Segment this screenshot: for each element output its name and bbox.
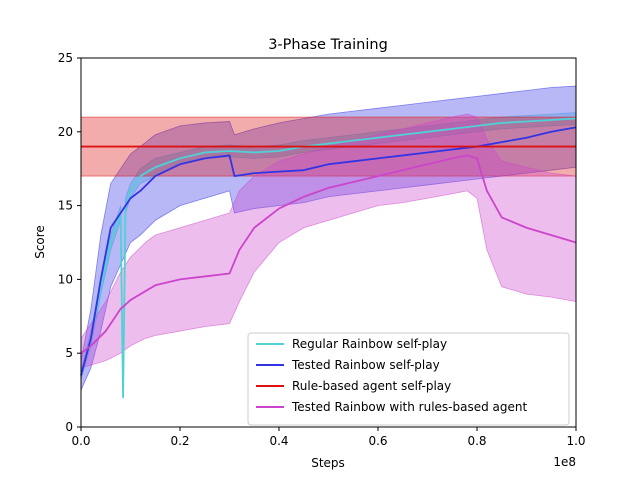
series-1-line [80,117,577,399]
series-lines [80,117,577,399]
x-tick-label: 0.6 [368,434,387,448]
y-axis: 0 5 10 15 20 25 [58,51,81,434]
legend-label: Rule-based agent self-play [292,379,451,393]
x-tick-label: 0.0 [71,434,90,448]
y-tick-label: 0 [65,420,73,434]
y-tick-label: 10 [58,272,73,286]
x-tick-label: 0.2 [170,434,189,448]
legend-label: Regular Rainbow self-play [292,337,447,351]
legend-label: Tested Rainbow with rules-based agent [291,400,528,414]
x-tick-label: 0.8 [467,434,486,448]
legend-label: Tested Rainbow self-play [291,358,440,372]
axes-frame [80,57,577,428]
y-tick-label: 20 [58,125,73,139]
y-tick-label: 5 [65,346,73,360]
chart-title: 3-Phase Training [268,37,388,53]
x-offset-label: 1e8 [553,455,576,469]
series-4-line [80,154,577,354]
x-tick-label: 1.0 [566,434,585,448]
x-tick-label: 0.4 [269,434,288,448]
y-tick-label: 25 [58,51,73,65]
plot-area [80,57,577,428]
y-tick-label: 15 [58,199,73,213]
legend: Regular Rainbow self-play Tested Rainbow … [247,332,570,426]
x-axis-label: Steps [311,456,345,470]
x-axis: 0.0 0.2 0.4 0.6 0.8 1.0 [71,427,586,448]
y-axis-label: Score [33,225,47,259]
legend-box [247,332,570,426]
